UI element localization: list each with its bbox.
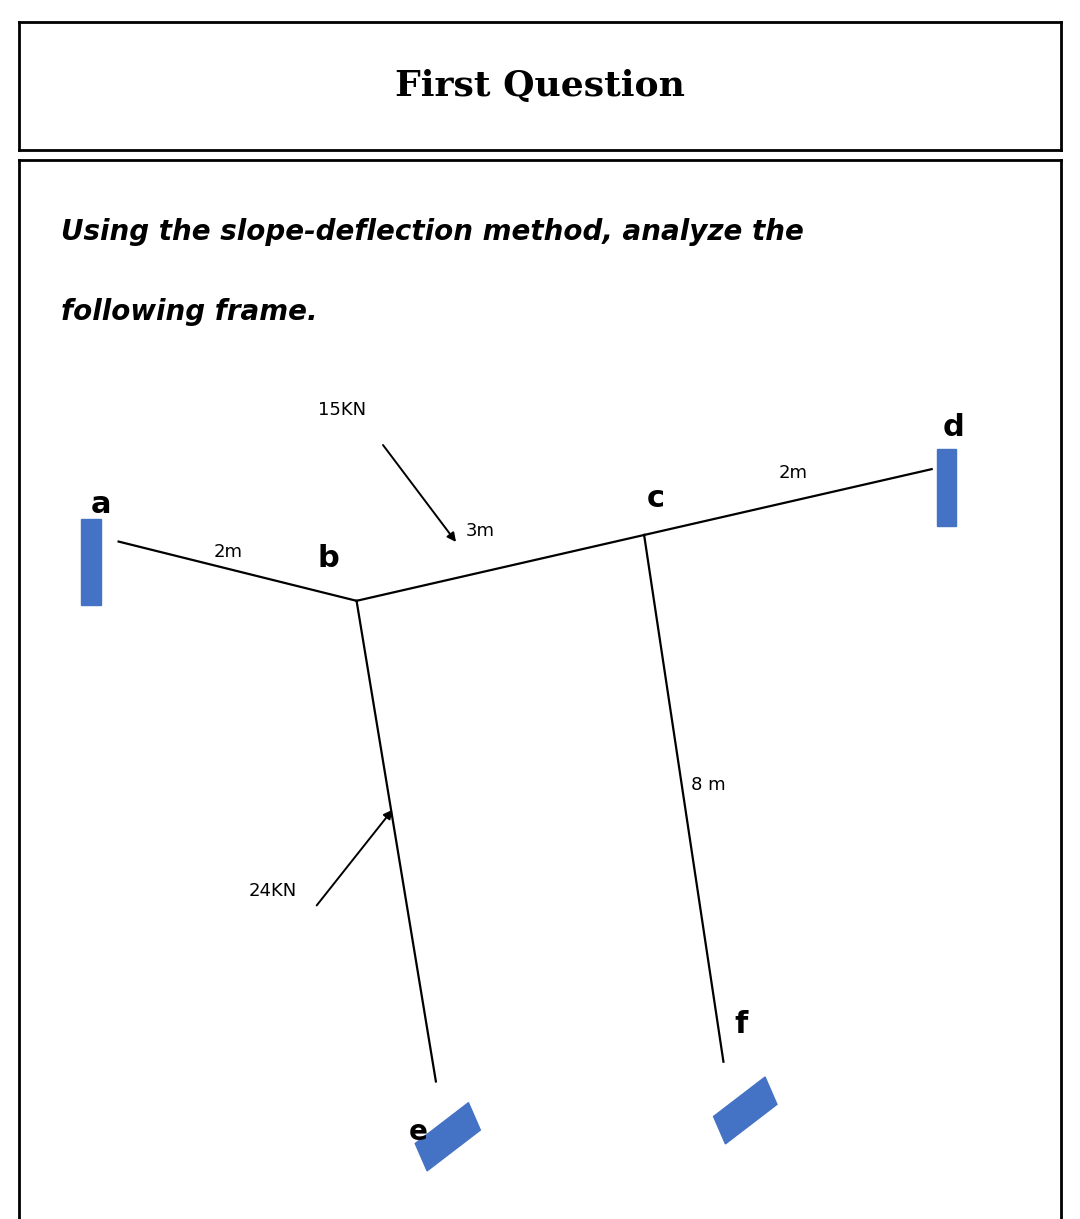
Text: d: d [943,412,964,441]
Polygon shape [415,1103,481,1171]
Text: c: c [647,484,665,513]
Bar [81,519,100,605]
Text: b: b [318,544,340,573]
Bar [936,450,957,525]
Text: 2m: 2m [779,464,808,482]
Text: 8 m: 8 m [691,777,726,795]
Text: 15KN: 15KN [318,401,366,419]
Text: 24KN: 24KN [248,881,296,900]
Text: e: e [408,1118,428,1146]
Text: 2m: 2m [213,544,242,561]
Text: First Question: First Question [395,69,685,102]
Text: f: f [734,1011,748,1040]
Polygon shape [714,1078,777,1143]
Text: 3m: 3m [465,522,495,540]
Text: following frame.: following frame. [62,299,318,327]
Text: a: a [91,490,111,519]
Text: Using the slope-deflection method, analyze the: Using the slope-deflection method, analy… [62,218,804,246]
